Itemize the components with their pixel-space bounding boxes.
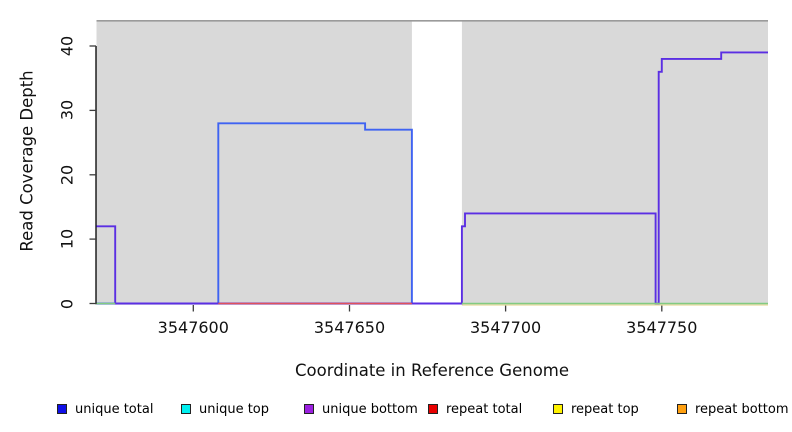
y-tick-label: 20	[57, 164, 77, 185]
legend-swatch-unique-top	[181, 404, 191, 414]
legend-item-unique-bottom: unique bottom	[304, 399, 418, 419]
legend-item-unique-total: unique total	[57, 399, 153, 419]
legend: unique total unique top unique bottom repea…	[0, 399, 792, 423]
y-tick-label: 30	[57, 100, 77, 121]
x-tick-label: 3547600	[157, 318, 229, 337]
series-line-unique-total	[96, 122, 462, 305]
x-tick-label: 3547650	[313, 318, 386, 337]
y-tick-label: 10	[57, 228, 77, 250]
legend-swatch-repeat-bottom	[677, 404, 687, 414]
legend-item-repeat-bottom: repeat bottom	[677, 399, 789, 419]
legend-swatch-unique-total	[57, 404, 67, 414]
legend-label: repeat top	[571, 401, 639, 417]
legend-swatch-unique-bottom	[304, 404, 314, 414]
legend-label: unique total	[75, 401, 154, 417]
legend-item-repeat-total: repeat total	[428, 399, 522, 419]
plot-background-band	[461, 20, 768, 305]
legend-swatch-repeat-top	[553, 404, 563, 414]
legend-swatch-repeat-total	[428, 404, 438, 414]
y-tick-label: 40	[57, 35, 77, 57]
legend-label: repeat total	[446, 401, 523, 417]
legend-label: unique bottom	[322, 401, 418, 417]
x-axis-title: Coordinate in Reference Genome	[294, 361, 570, 380]
plot-background-band	[96, 20, 412, 305]
y-tick-label: 0	[57, 298, 77, 309]
legend-item-unique-top: unique top	[181, 399, 269, 419]
legend-label: unique top	[199, 401, 270, 417]
x-tick-label: 3547700	[469, 318, 542, 337]
x-tick-label: 3547750	[626, 318, 698, 337]
y-axis-title: Read Coverage Depth	[17, 70, 37, 252]
legend-label: repeat bottom	[695, 401, 789, 417]
legend-item-repeat-top: repeat top	[553, 399, 639, 419]
